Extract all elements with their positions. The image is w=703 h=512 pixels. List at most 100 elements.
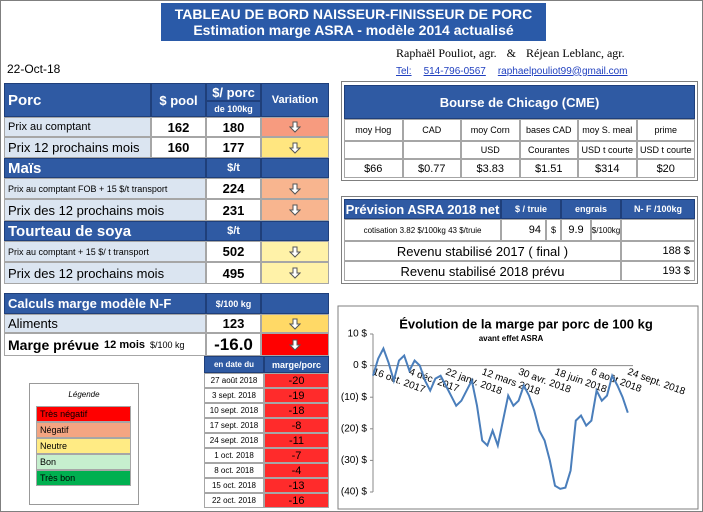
history-date: 10 sept. 2018 bbox=[204, 403, 264, 418]
row-label: Prix au comptant + 15 $/ t transport bbox=[4, 241, 206, 262]
row-label: Aliments bbox=[4, 314, 206, 333]
column-header: marge/porc bbox=[264, 356, 329, 373]
header-filler bbox=[261, 293, 329, 314]
income: 188 $ bbox=[621, 241, 695, 261]
chart-subtitle: avant effet ASRA bbox=[479, 334, 544, 343]
unit: $ bbox=[546, 219, 561, 241]
down-arrow-icon bbox=[289, 183, 301, 195]
row-label: Prix des 12 prochains mois bbox=[4, 262, 206, 284]
row-label: Prix au comptant FOB + 15 $/t transport bbox=[4, 178, 206, 199]
arrow-shape bbox=[289, 267, 301, 279]
legend-item: Neutre bbox=[36, 438, 131, 454]
legend-title: Légende bbox=[68, 389, 100, 399]
price: 502 bbox=[206, 241, 261, 262]
section-title: Maïs bbox=[4, 158, 206, 178]
history-margin: -8 bbox=[264, 418, 329, 433]
pool-price: 160 bbox=[151, 137, 206, 158]
price: 224 bbox=[206, 178, 261, 199]
column-header: CAD bbox=[402, 119, 461, 141]
author: Raphaël Pouliot, agr. bbox=[396, 45, 497, 60]
tel-label: Tel: bbox=[396, 65, 412, 77]
row-label: Marge prévue 12 mois $/100 kg bbox=[4, 333, 206, 356]
column-header: moy Hog bbox=[344, 119, 403, 141]
history-margin: -4 bbox=[264, 463, 329, 478]
unit bbox=[344, 141, 403, 159]
variation-indicator bbox=[261, 241, 329, 262]
row-label: Prix des 12 prochains mois bbox=[4, 199, 206, 221]
history-date: 22 oct. 2018 bbox=[204, 493, 264, 508]
column-header: $/ porc bbox=[206, 83, 261, 101]
y-tick-label: 10 $ bbox=[348, 329, 368, 340]
down-arrow-icon bbox=[289, 318, 301, 330]
margin-period: 12 mois bbox=[104, 338, 146, 351]
variation-indicator bbox=[261, 199, 329, 221]
title: TABLEAU DE BORD NAISSEUR-FINISSEUR DE PO… bbox=[174, 6, 533, 22]
down-arrow-icon bbox=[289, 267, 301, 279]
unit-header: $/t bbox=[206, 221, 261, 241]
quote: $66 bbox=[344, 159, 403, 178]
pool-price: 162 bbox=[151, 117, 206, 137]
chicago-box bbox=[341, 81, 698, 181]
history-date: 17 sept. 2018 bbox=[204, 418, 264, 433]
variation-indicator bbox=[261, 117, 329, 137]
column-header: moy S. meal bbox=[578, 119, 637, 141]
variation-indicator bbox=[261, 262, 329, 284]
margin-unit: $/100 kg bbox=[150, 339, 185, 350]
tel: 514-796-0567 bbox=[423, 65, 486, 77]
email[interactable]: raphaelpouliot99@gmail.com bbox=[497, 65, 628, 77]
history-margin: -13 bbox=[264, 478, 329, 493]
chart-frame bbox=[337, 305, 699, 510]
variation-indicator bbox=[261, 178, 329, 199]
column-header: $ pool bbox=[151, 83, 206, 117]
margin: -16.0 bbox=[206, 333, 261, 356]
y-tick-label: (10) $ bbox=[341, 392, 368, 403]
unit bbox=[402, 141, 461, 159]
arrow-shape bbox=[289, 183, 301, 195]
pig-price: 180 bbox=[206, 117, 261, 137]
legend-item: Très négatif bbox=[36, 406, 131, 422]
income: 193 $ bbox=[621, 261, 695, 281]
down-arrow-icon bbox=[289, 204, 301, 216]
cotisation: cotisation 3.82 $/100kg 43 $/truie bbox=[344, 219, 501, 241]
contact: Tel: 514-796-0567 raphaelpouliot99@gmail… bbox=[393, 63, 693, 79]
section-title: Tourteau de soya bbox=[4, 221, 206, 241]
row-label: Revenu stabilisé 2018 prévu bbox=[344, 261, 621, 281]
history-date: 24 sept. 2018 bbox=[204, 433, 264, 448]
empty-cell bbox=[621, 219, 695, 241]
section-title: Bourse de Chicago (CME) bbox=[344, 85, 695, 119]
variation-indicator bbox=[261, 137, 329, 158]
title-bar: TABLEAU DE BORD NAISSEUR-FINISSEUR DE PO… bbox=[161, 3, 546, 41]
history-margin: -18 bbox=[264, 403, 329, 418]
row-label: Revenu stabilisé 2017 ( final ) bbox=[344, 241, 621, 261]
arrow-shape bbox=[289, 121, 301, 133]
column-header: prime bbox=[636, 119, 695, 141]
column-header: moy Corn bbox=[461, 119, 520, 141]
unit: USD t courte bbox=[636, 141, 695, 159]
y-tick-label: (30) $ bbox=[341, 455, 368, 466]
arrow-shape bbox=[289, 142, 301, 154]
fertilizer: 9.9 bbox=[561, 219, 591, 241]
chart-title: Évolution de la marge par porc de 100 kg bbox=[399, 316, 653, 331]
legend-item: Très bon bbox=[36, 470, 131, 486]
author: Réjean Leblanc, agr. bbox=[526, 45, 625, 60]
feed-cost: 123 bbox=[206, 314, 261, 333]
legend-box bbox=[29, 383, 139, 505]
date: 22-Oct-18 bbox=[7, 62, 61, 76]
history-margin: -20 bbox=[264, 373, 329, 388]
arrow-shape bbox=[289, 318, 301, 330]
column-header: N- F /100kg bbox=[621, 199, 695, 219]
history-date: 27 août 2018 bbox=[204, 373, 264, 388]
section-title: Prévision ASRA 2018 net bbox=[344, 199, 501, 219]
row-label: Prix au comptant bbox=[4, 117, 151, 137]
sow-cost: 94 bbox=[501, 219, 546, 241]
y-tick-label: 0 $ bbox=[353, 360, 367, 371]
arrow-shape bbox=[289, 339, 301, 351]
legend-item: Bon bbox=[36, 454, 131, 470]
column-header: de 100kg bbox=[206, 101, 261, 117]
subtitle: Estimation marge ASRA - modèle 2014 actu… bbox=[193, 22, 514, 38]
y-tick-label: (20) $ bbox=[341, 423, 368, 434]
price: 495 bbox=[206, 262, 261, 284]
unit-header: $/100 kg bbox=[206, 293, 261, 314]
legend-item: Négatif bbox=[36, 422, 131, 438]
